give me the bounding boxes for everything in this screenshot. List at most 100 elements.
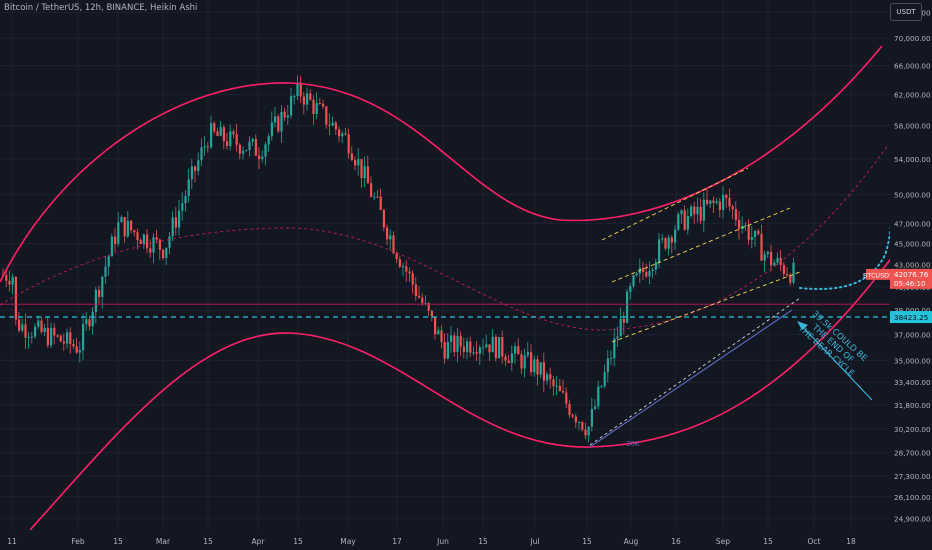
- candle-body: [773, 262, 776, 266]
- candle-body: [533, 359, 536, 373]
- candle-body: [510, 353, 513, 363]
- candle-body: [187, 179, 190, 197]
- candle-body: [571, 415, 574, 417]
- chart-title: Bitcoin / TetherUS, 12h, BINANCE, Heikin…: [4, 3, 198, 13]
- candle-body: [782, 264, 785, 275]
- candle-body: [306, 93, 309, 105]
- candle-body: [200, 147, 203, 161]
- parallel-channel-line: [611, 271, 801, 343]
- candle-body: [475, 352, 478, 354]
- candle-body: [792, 262, 795, 283]
- x-tick-label: 16: [671, 537, 681, 546]
- last-price-badge: [890, 268, 932, 289]
- candle-body: [424, 303, 427, 305]
- currency-scale-button[interactable]: USDT: [890, 3, 922, 21]
- annotation-arrowhead: [797, 321, 808, 330]
- candle-body: [158, 239, 161, 250]
- candle-body: [546, 374, 549, 381]
- candles: [2, 75, 795, 443]
- y-tick-label: 31,800.00: [894, 401, 931, 410]
- candle-body: [206, 146, 209, 148]
- candle-body: [507, 360, 510, 363]
- candle-body: [626, 291, 629, 323]
- candle-body: [725, 194, 728, 198]
- x-tick-label: Apr: [252, 537, 266, 546]
- candle-body: [37, 320, 40, 327]
- candle-body: [667, 237, 670, 249]
- y-tick-label: 45,000.00: [894, 240, 931, 249]
- candle-body: [53, 327, 56, 336]
- candle-body: [283, 111, 286, 118]
- candle-body: [632, 275, 635, 287]
- candle-body: [651, 269, 654, 271]
- candle-body: [197, 160, 200, 171]
- y-tick-label: 66,000.00: [894, 62, 931, 71]
- candle-body: [718, 201, 721, 210]
- candle-body: [78, 350, 81, 353]
- candle-body: [702, 199, 705, 221]
- candle-body: [402, 266, 405, 268]
- candle-body: [254, 138, 257, 156]
- candle-body: [504, 356, 507, 361]
- candle-body: [446, 342, 449, 359]
- x-tick-label: Feb: [71, 537, 85, 546]
- candle-body: [312, 99, 315, 115]
- y-tick-label: 35,000.00: [894, 356, 931, 365]
- candle-body: [494, 336, 497, 359]
- candle-body: [677, 214, 680, 230]
- y-tick-label: 27,300.00: [894, 472, 931, 481]
- candle-body: [171, 217, 174, 237]
- candle-body: [242, 150, 245, 154]
- candle-body: [418, 295, 421, 298]
- x-tick-label: 15: [763, 537, 773, 546]
- x-tick-label: May: [340, 537, 356, 546]
- candle-body: [235, 134, 238, 145]
- candle-body: [763, 254, 766, 261]
- candle-body: [485, 344, 488, 348]
- candle-body: [405, 266, 408, 272]
- candle-body: [456, 335, 459, 353]
- candle-body: [629, 286, 632, 292]
- candle-body: [152, 237, 155, 253]
- candle-body: [267, 136, 270, 145]
- candle-body: [69, 332, 72, 345]
- candle-body: [274, 116, 277, 123]
- candle-body: [11, 276, 14, 285]
- candle-body: [379, 196, 382, 211]
- candle-body: [664, 238, 667, 249]
- candle-body: [24, 324, 27, 338]
- candle-body: [472, 352, 475, 354]
- candle-body: [523, 355, 526, 369]
- candle-body: [315, 103, 318, 115]
- candle-body: [360, 159, 363, 179]
- candle-body: [501, 337, 504, 357]
- candle-body: [760, 234, 763, 261]
- candle-body: [661, 238, 664, 240]
- candle-body: [430, 310, 433, 317]
- x-tick-label: 15: [113, 537, 123, 546]
- candle-body: [683, 210, 686, 230]
- candle-body: [322, 103, 325, 107]
- candle-body: [562, 391, 565, 393]
- y-tick-label: 26,100.00: [894, 493, 931, 502]
- candle-body: [382, 210, 385, 228]
- y-tick-label: 43,000.00: [894, 261, 931, 270]
- x-axis[interactable]: 11 Feb 15 Mar 15 Apr 15 May 17 Jun 15 Jul 15 Aug 16 Sep…: [0, 530, 932, 550]
- candle-body: [776, 258, 779, 263]
- candle-body: [741, 225, 744, 229]
- candle-body: [526, 352, 529, 356]
- candle-body: [450, 335, 453, 343]
- y-tick-label: 54,000.00: [894, 155, 931, 164]
- candle-body: [216, 131, 219, 136]
- candle-body: [712, 200, 715, 203]
- channel-mid-curve: [0, 144, 889, 331]
- parallel-channel-line: [601, 167, 749, 241]
- candle-body: [421, 297, 424, 304]
- candle-body: [238, 144, 241, 154]
- candle-body: [101, 276, 104, 297]
- candle-body: [670, 237, 673, 243]
- support-price-value: 38423.25: [894, 313, 928, 322]
